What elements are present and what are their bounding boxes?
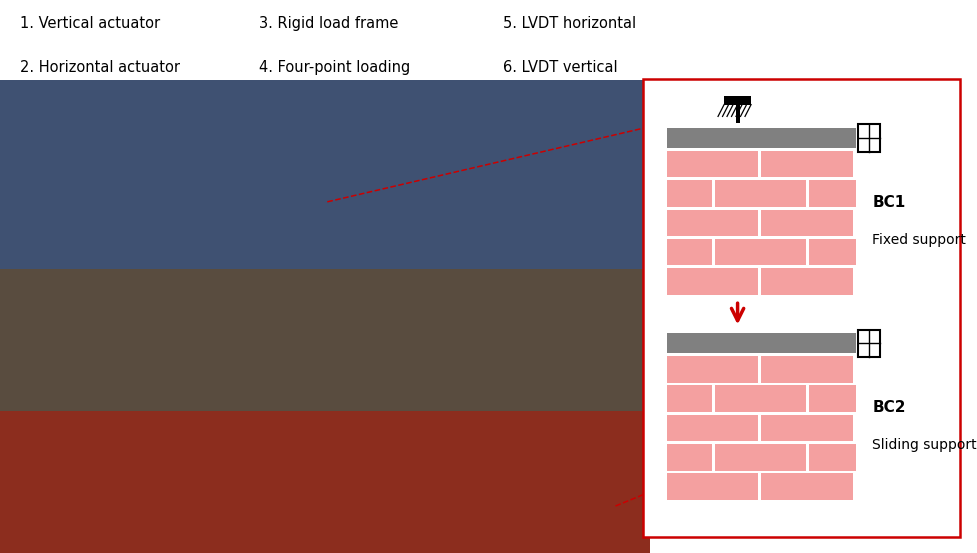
Bar xyxy=(714,385,806,412)
Bar xyxy=(714,180,806,207)
Text: 4. Four-point loading: 4. Four-point loading xyxy=(259,60,410,75)
Bar xyxy=(714,444,806,471)
Bar xyxy=(858,330,880,357)
Bar xyxy=(761,415,853,441)
Bar xyxy=(724,96,751,105)
Bar xyxy=(666,210,758,236)
Bar xyxy=(761,210,853,236)
Bar xyxy=(666,385,712,412)
Bar xyxy=(666,151,758,178)
Text: 6. LVDT vertical: 6. LVDT vertical xyxy=(503,60,617,75)
Bar xyxy=(858,124,880,152)
Bar xyxy=(666,444,712,471)
Bar xyxy=(666,239,712,265)
Bar xyxy=(666,268,758,295)
Text: 5. LVDT horizontal: 5. LVDT horizontal xyxy=(503,16,636,31)
Bar xyxy=(736,105,740,123)
Text: BC1: BC1 xyxy=(872,195,906,210)
Bar xyxy=(666,333,856,353)
Bar xyxy=(666,473,758,500)
Bar xyxy=(809,385,856,412)
Text: Fixed support: Fixed support xyxy=(872,233,966,247)
Bar xyxy=(761,356,853,383)
Text: 3. Rigid load frame: 3. Rigid load frame xyxy=(259,16,399,31)
Bar xyxy=(809,180,856,207)
Bar xyxy=(666,356,758,383)
Bar xyxy=(809,444,856,471)
Bar xyxy=(761,473,853,500)
Bar xyxy=(761,151,853,178)
Bar xyxy=(761,268,853,295)
Text: BC2: BC2 xyxy=(872,400,906,415)
Text: 1. Vertical actuator: 1. Vertical actuator xyxy=(20,16,159,31)
Bar xyxy=(666,180,712,207)
Text: Sliding support: Sliding support xyxy=(872,439,977,452)
Bar xyxy=(666,128,856,148)
Text: 2. Horizontal actuator: 2. Horizontal actuator xyxy=(20,60,180,75)
Bar xyxy=(666,415,758,441)
Bar xyxy=(809,239,856,265)
Bar xyxy=(714,239,806,265)
